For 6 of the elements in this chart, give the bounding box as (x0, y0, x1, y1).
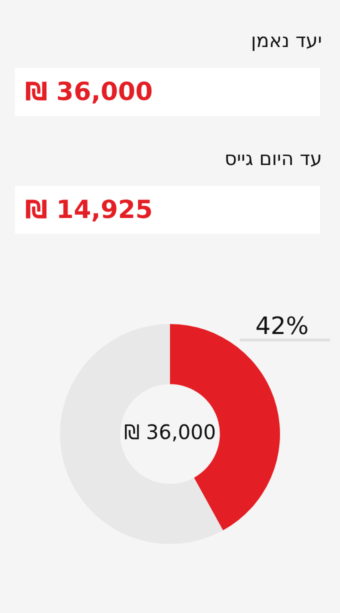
text: ₪ 36,000 (15, 68, 320, 116)
text: ₪ 36,000 (124, 420, 216, 444)
text: ₪ 14,925 (15, 186, 320, 234)
text: יעד נאמן (251, 30, 322, 52)
data-label: 42% (255, 312, 309, 340)
text: עד היום גייס (224, 148, 322, 170)
